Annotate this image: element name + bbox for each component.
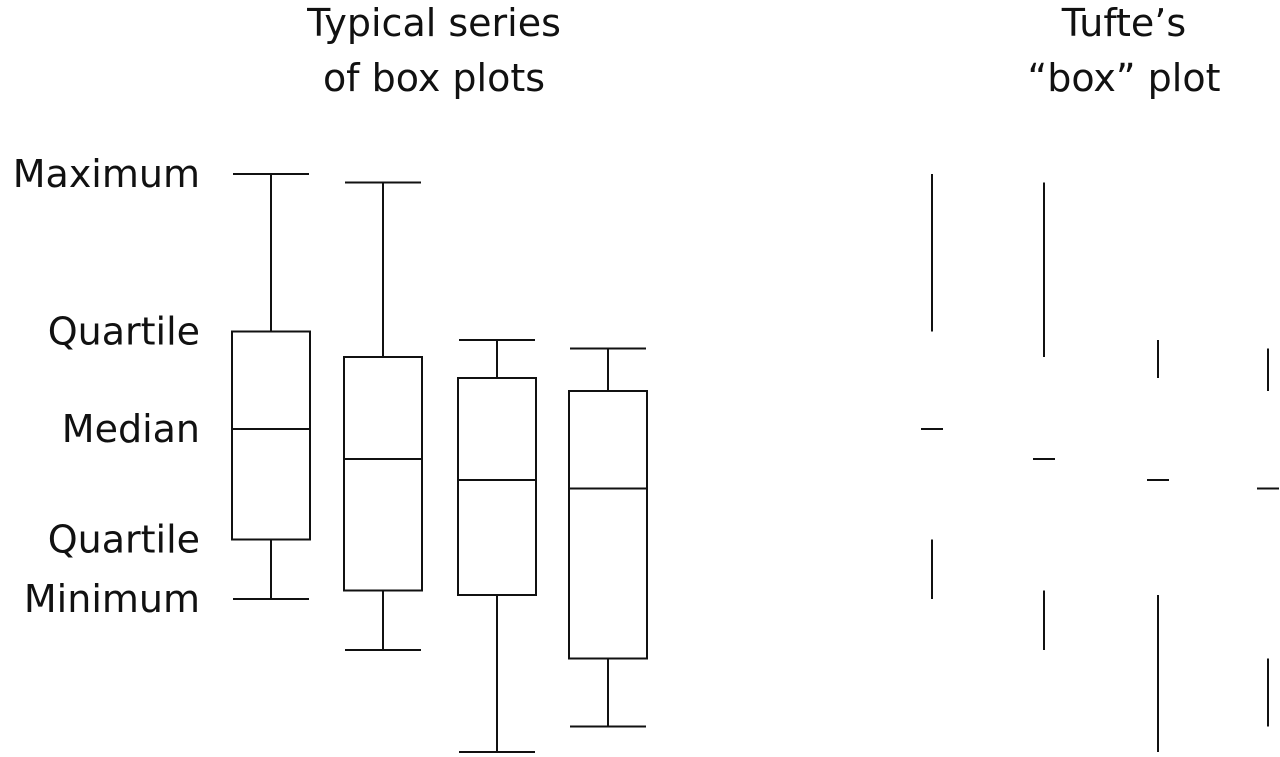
box-plot-4	[568, 347, 648, 728]
interquartile-box	[568, 389, 648, 660]
typical-box-plots	[231, 173, 648, 753]
right-panel-title: Tufte’s “box” plot	[1028, 1, 1221, 100]
y-label-maximum: Maximum	[13, 152, 200, 196]
box-plot-2	[343, 181, 423, 651]
y-label-quartile-lower: Quartile	[48, 518, 200, 562]
tufte-plot-3	[1147, 339, 1169, 752]
right-title-line-2: “box” plot	[1028, 56, 1221, 100]
tufte-box-plots	[921, 174, 1279, 752]
y-axis-labels: Maximum Quartile Median Quartile Minimum	[13, 152, 200, 621]
box-plot-1	[231, 173, 311, 600]
interquartile-box	[457, 377, 537, 596]
box-plot-3	[457, 338, 537, 753]
y-label-minimum: Minimum	[24, 577, 200, 621]
interquartile-box	[231, 330, 311, 541]
left-panel-title: Typical series of box plots	[306, 1, 561, 100]
interquartile-box	[343, 355, 423, 592]
right-title-line-1: Tufte’s	[1061, 1, 1186, 45]
y-label-median: Median	[62, 407, 200, 451]
tufte-plot-1	[921, 174, 943, 599]
left-title-line-2: of box plots	[323, 56, 545, 100]
left-title-line-1: Typical series	[306, 1, 561, 45]
tufte-plot-4	[1257, 348, 1279, 727]
y-label-quartile-upper: Quartile	[48, 309, 200, 353]
tufte-plot-2	[1033, 182, 1055, 650]
